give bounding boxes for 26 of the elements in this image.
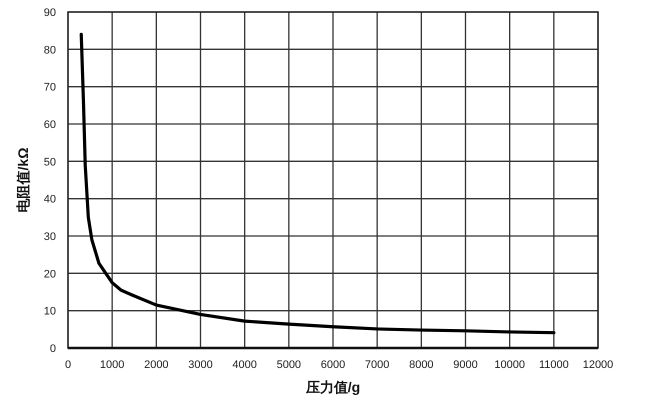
y-tick-label: 70 xyxy=(44,82,56,94)
x-tick-label: 2000 xyxy=(144,359,169,371)
y-tick-label: 30 xyxy=(44,231,56,243)
y-tick-label: 20 xyxy=(44,268,56,280)
x-tick-label: 0 xyxy=(64,359,72,371)
x-tick-label: 5000 xyxy=(276,359,302,371)
y-tick-label: 10 xyxy=(44,306,56,318)
x-tick-label: 11000 xyxy=(538,359,569,371)
y-tick-label: 80 xyxy=(44,44,56,56)
x-axis-title: 压力值/g xyxy=(304,379,360,395)
x-tick-label: 4000 xyxy=(232,359,257,371)
y-axis-title: 电阻值/kΩ xyxy=(15,148,31,212)
y-tick-label: 50 xyxy=(44,156,56,168)
y-tick-label: 60 xyxy=(44,119,56,131)
x-tick-label: 8000 xyxy=(409,359,434,371)
x-tick-label: 10000 xyxy=(494,359,525,371)
x-tick-label: 1000 xyxy=(100,359,124,371)
x-tick-label: 3000 xyxy=(188,359,213,371)
y-tick-label: 0 xyxy=(50,343,56,355)
line-series xyxy=(80,32,556,334)
y-tick-label: 90 xyxy=(44,7,56,19)
y-tick-label: 40 xyxy=(44,194,56,206)
x-tick-label: 7000 xyxy=(364,359,390,371)
x-tick-label: 12000 xyxy=(582,359,614,371)
x-tick-label: 6000 xyxy=(320,359,346,371)
x-tick-label: 9000 xyxy=(453,359,478,371)
